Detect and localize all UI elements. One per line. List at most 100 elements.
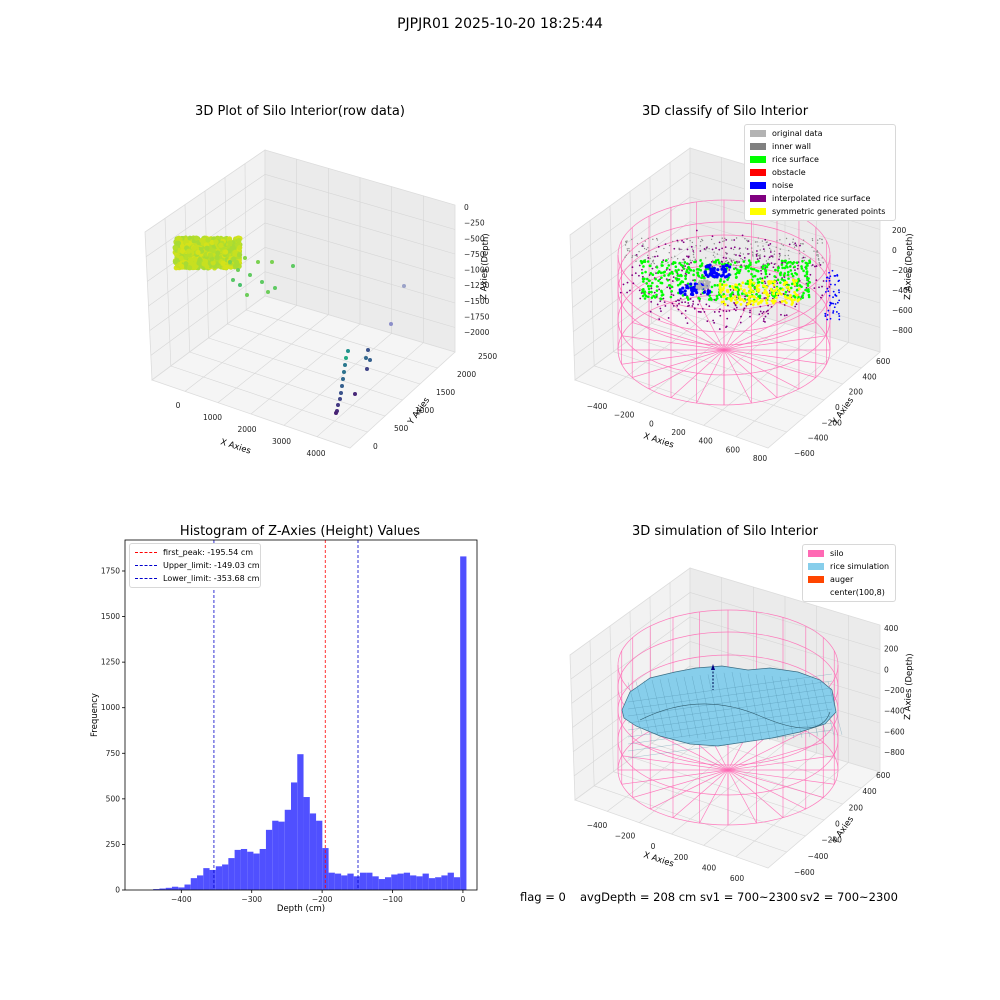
interpolated-point: [659, 307, 662, 310]
inner-wall-point: [634, 254, 636, 257]
inner-wall-point: [799, 243, 802, 245]
interpolated-point: [662, 297, 665, 300]
silo-floor-spoke: [696, 296, 725, 351]
legend-item: auger: [803, 573, 895, 586]
inner-wall-point: [788, 249, 790, 252]
symmetric-point: [722, 300, 726, 304]
tick-label: 2000: [457, 370, 476, 379]
raw-point: [336, 403, 340, 407]
silo-floor-spoke: [670, 302, 725, 351]
interpolated-point: [761, 277, 764, 280]
raw-point: [179, 243, 186, 250]
symmetric-point: [783, 299, 787, 303]
noise-point: [707, 289, 712, 293]
inner-wall-point: [626, 240, 628, 242]
inner-wall-point: [710, 238, 713, 241]
symmetric-point: [722, 286, 726, 290]
interpolated-point: [675, 300, 677, 303]
inner-wall-point: [726, 259, 728, 262]
rice-surface-point: [757, 259, 760, 263]
interpolated-point: [733, 246, 736, 249]
interpolated-point: [802, 256, 805, 259]
interpolated-point: [672, 294, 675, 297]
surface-mesh-line: [627, 729, 833, 759]
symmetric-point: [752, 290, 755, 294]
inner-wall-point: [706, 247, 708, 249]
inner-wall-point: [625, 241, 628, 244]
interpolated-point: [692, 250, 695, 252]
symmetric-point: [725, 289, 729, 293]
silo-floor-spoke: [672, 769, 729, 818]
symmetric-point: [767, 280, 770, 284]
raw-point: [342, 370, 346, 374]
inner-wall-point: [779, 254, 781, 257]
rice-surface-point: [733, 261, 737, 264]
legend-swatch: [750, 156, 766, 163]
surface-mesh-line: [771, 675, 787, 740]
interpolated-point: [767, 312, 770, 315]
raw-point: [205, 237, 211, 243]
tick-label: −800: [892, 326, 913, 335]
noise-point: [716, 268, 720, 272]
raw-point: [365, 367, 369, 371]
rice-surface-point: [689, 268, 693, 272]
rice-surface-point: [787, 283, 790, 287]
interpolated-point: [684, 309, 687, 312]
rice-surface-point: [640, 261, 644, 265]
inner-wall-point: [677, 241, 679, 243]
inner-wall-point: [757, 237, 760, 239]
symmetric-point: [772, 301, 775, 305]
rice-surface-point: [744, 282, 748, 285]
interpolated-point: [672, 276, 675, 278]
interpolated-point: [772, 266, 775, 269]
histogram-bar: [428, 878, 436, 890]
rice-surface-point: [678, 261, 682, 265]
interpolated-point: [761, 312, 764, 315]
plot1-xlabel: X Axies: [219, 437, 252, 456]
interpolated-point: [820, 296, 822, 299]
interpolated-point: [733, 308, 736, 311]
silo-floor-spoke: [650, 769, 729, 810]
interpolated-point: [728, 269, 731, 271]
raw-point: [213, 239, 219, 245]
interpolated-point: [815, 279, 818, 282]
interpolated-point: [821, 285, 823, 288]
symmetric-point: [761, 279, 764, 283]
plot1-zlabel: Z Axies (Depth): [479, 233, 491, 300]
interpolated-point: [719, 265, 722, 268]
surface-mesh-line: [699, 675, 715, 740]
legend-label: center(100,8): [830, 588, 885, 597]
histogram-ylabel: Frequency: [90, 693, 100, 737]
interpolated-point: [735, 260, 738, 263]
inner-wall-point: [816, 239, 819, 241]
inner-wall-point: [655, 250, 657, 253]
inner-wall-point: [744, 247, 747, 249]
histogram-bar: [460, 556, 467, 890]
rice-surface-point: [718, 261, 721, 265]
interpolated-point: [762, 311, 765, 313]
original-point: [708, 280, 711, 284]
rice-surface-point: [642, 265, 645, 268]
symmetric-point: [722, 284, 726, 287]
inner-wall-point: [681, 248, 683, 251]
symmetric-point: [796, 298, 800, 302]
original-point: [700, 287, 703, 290]
symmetric-point: [734, 283, 738, 287]
tick-label: −2000: [464, 328, 490, 337]
inner-wall-point: [729, 258, 731, 260]
histogram-bar: [159, 888, 166, 890]
inner-wall-point: [816, 242, 819, 244]
inner-wall-point: [811, 246, 813, 248]
rice-surface-point: [667, 264, 671, 267]
interpolated-point: [691, 305, 694, 307]
rice-surface-point: [674, 277, 678, 280]
rice-surface-point: [780, 263, 784, 266]
interpolated-point: [819, 264, 822, 266]
inner-wall-point: [631, 255, 634, 257]
raw-point: [346, 349, 350, 353]
inner-wall-point: [770, 249, 772, 251]
legend-item: interpolated rice surface: [745, 192, 895, 205]
rice-surface-point: [746, 279, 750, 283]
silo-floor-spoke: [723, 349, 816, 378]
plot4-3d-axes: −400 −200 0 200 400 600 −600 −400 −200 0 200 400 600…: [569, 567, 915, 883]
